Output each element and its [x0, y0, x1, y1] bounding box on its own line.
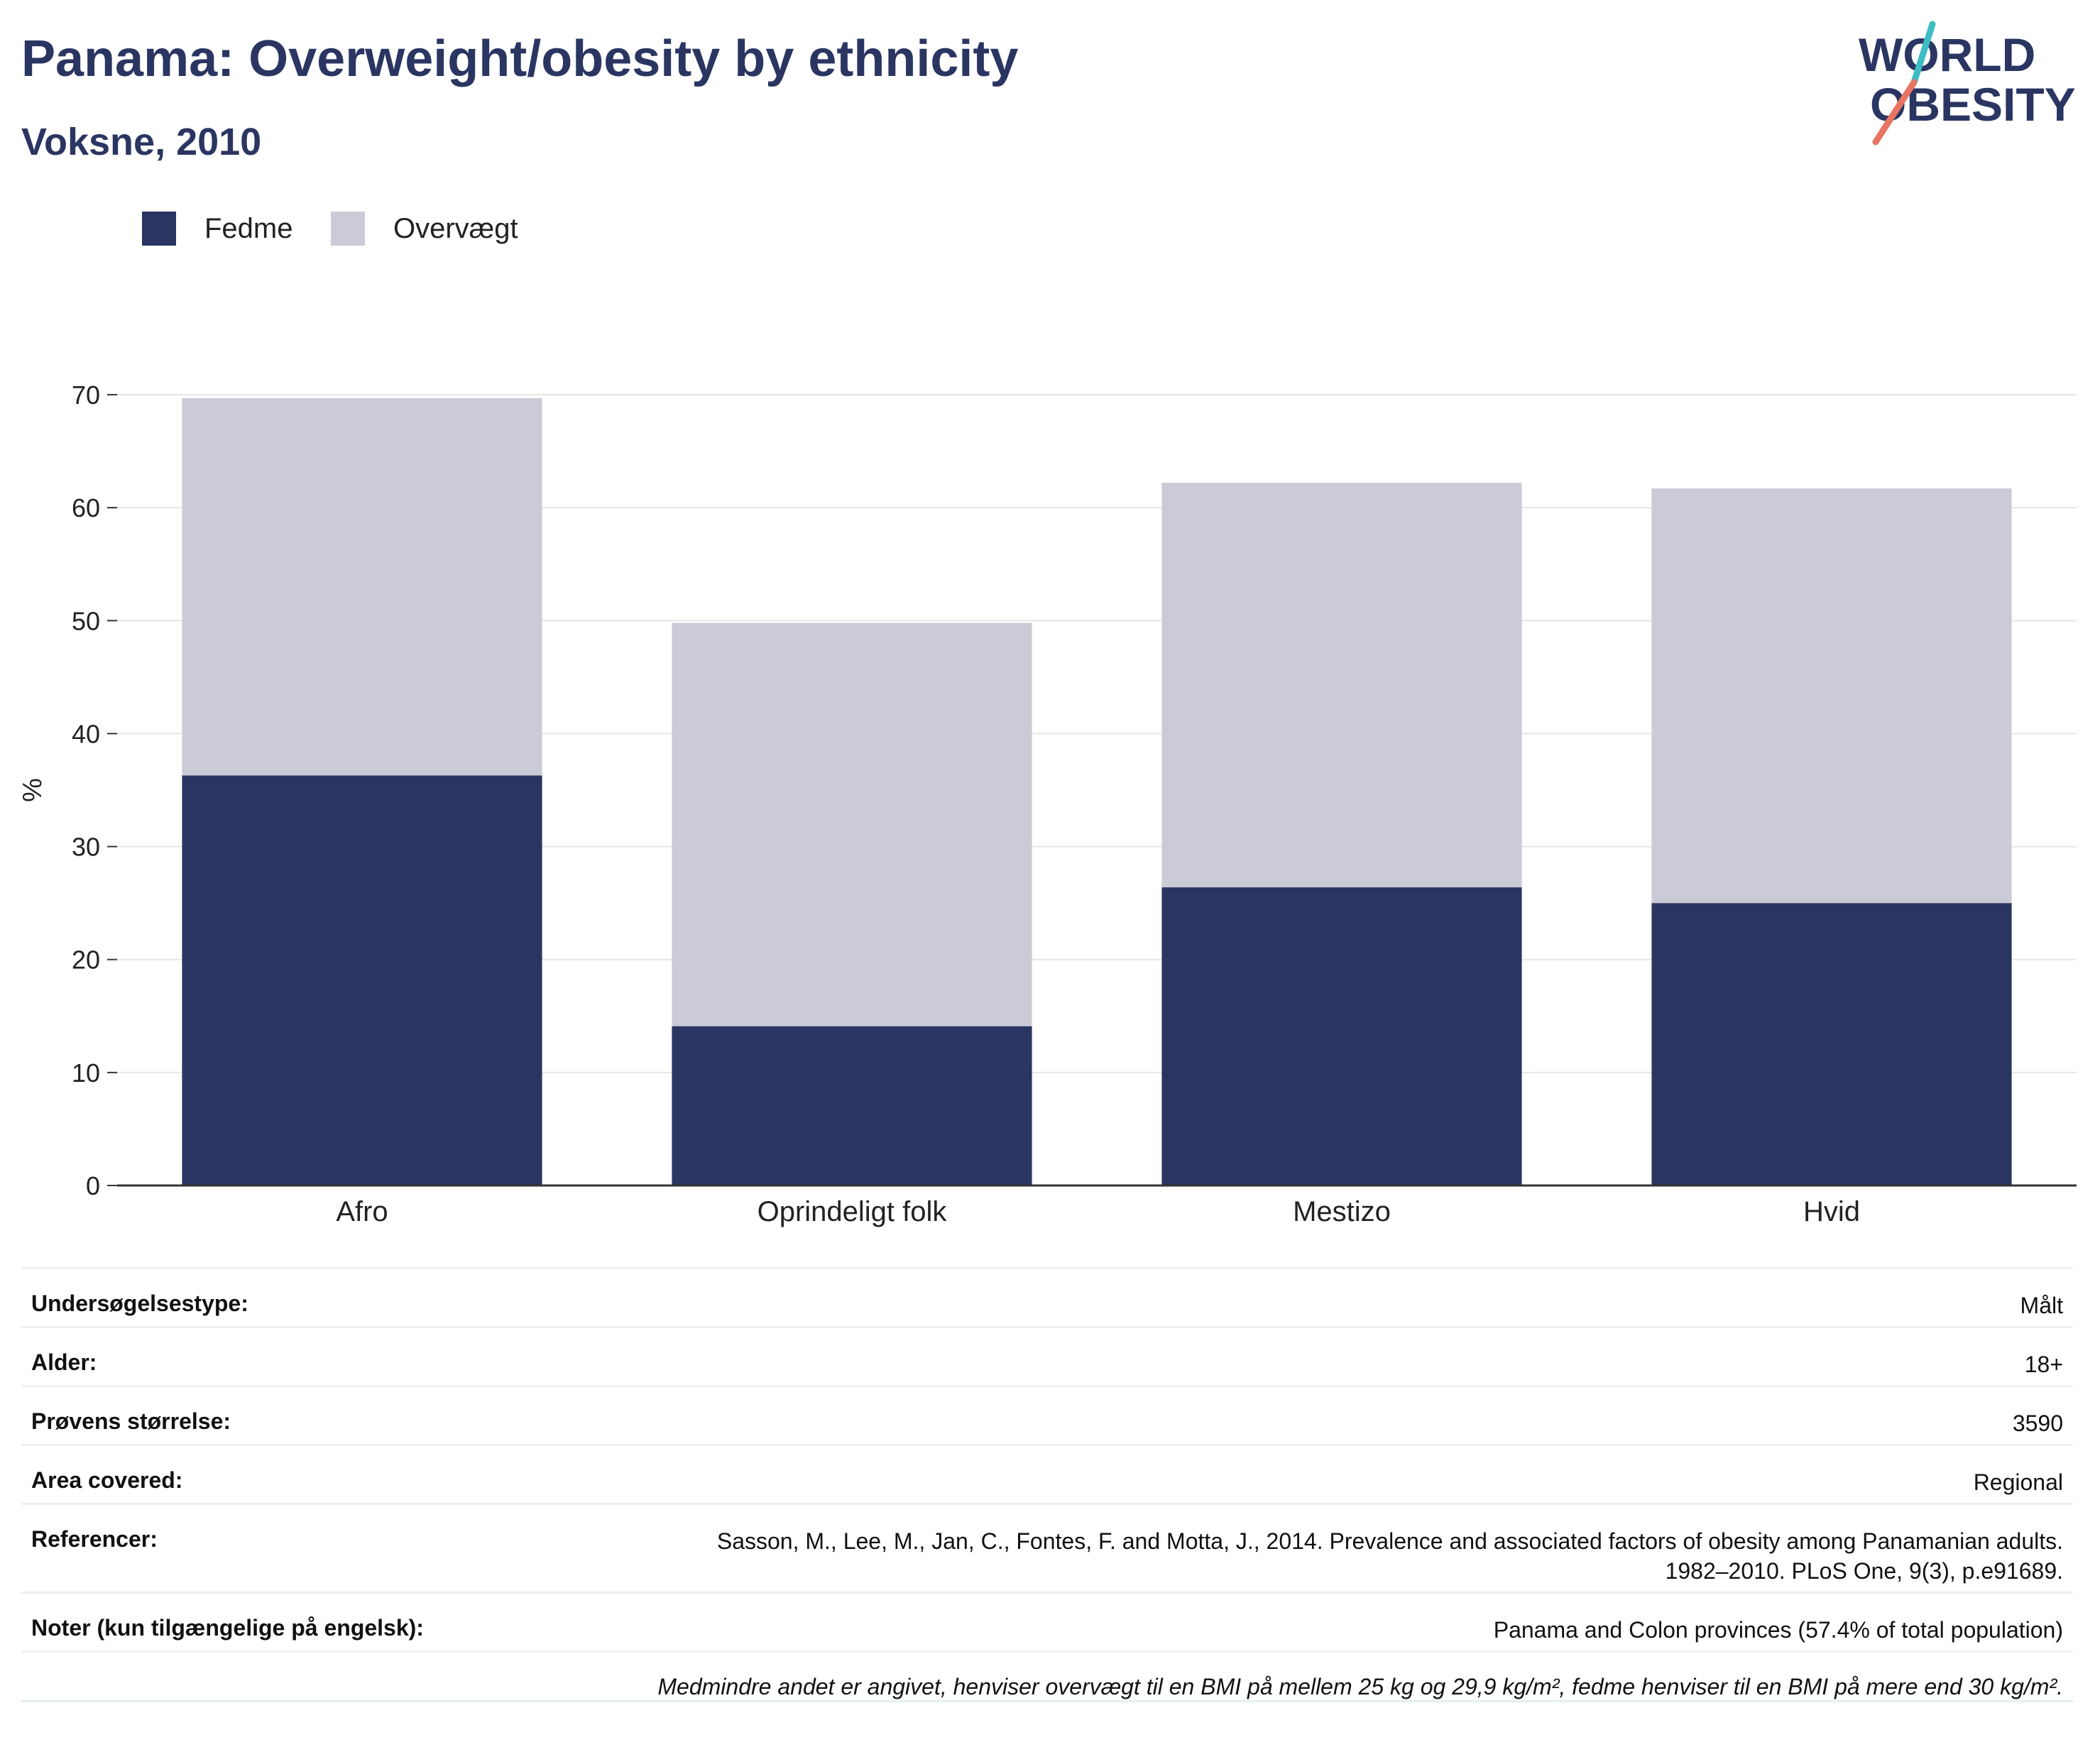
logo-text-world: WORLD — [1859, 28, 2035, 81]
info-key: Area covered: — [31, 1467, 183, 1493]
info-value: Panama and Colon provinces (57.4% of tot… — [1493, 1617, 2063, 1643]
info-row-references: Referencer: Sasson, M., Lee, M., Jan, C.… — [21, 1503, 2073, 1592]
bar-fedme-oprindeligt-folk[interactable] — [672, 1026, 1032, 1185]
info-table: Undersøgelsestype: Målt Alder: 18+ Prøve… — [21, 1267, 2073, 1702]
bar-overvaegt-oprindeligt-folk[interactable] — [672, 623, 1032, 1026]
info-value: 18+ — [2024, 1352, 2063, 1377]
legend-swatch-overvaegt — [331, 212, 365, 246]
info-row-survey-type: Undersøgelsestype: Målt — [21, 1267, 2073, 1326]
y-tick-label: 40 — [72, 719, 100, 748]
world-obesity-logo: WORLD OBESITY — [1859, 21, 2076, 146]
x-tick-label: Hvid — [1803, 1196, 1860, 1227]
info-row-age: Alder: 18+ — [21, 1326, 2073, 1385]
stacked-bar-chart: 0 10 20 30 40 50 60 70% Afro Oprindeligt folk Mest… — [18, 380, 2077, 1227]
legend-label-overvaegt: Overvægt — [393, 213, 518, 244]
y-tick-label: 30 — [72, 833, 100, 862]
y-tick-label: 10 — [72, 1058, 100, 1088]
y-axis-label: % — [18, 778, 48, 802]
info-value: 3590 — [2012, 1411, 2063, 1436]
legend-label-fedme: Fedme — [204, 213, 293, 244]
info-value: Målt — [2020, 1293, 2063, 1318]
info-value: Regional — [1973, 1469, 2063, 1495]
reference-line-2: 1982–2010. PLoS One, 9(3), p.e91689. — [1665, 1558, 2063, 1584]
x-tick-label: Afro — [336, 1196, 388, 1227]
y-tick-label: 60 — [72, 493, 100, 522]
footnote-text: Medmindre andet er angivet, henviser ove… — [657, 1674, 2063, 1699]
x-tick-label: Mestizo — [1293, 1196, 1391, 1227]
info-key: Noter (kun tilgængelige på engelsk): — [31, 1615, 424, 1641]
info-row-notes: Noter (kun tilgængelige på engelsk): Pan… — [21, 1592, 2073, 1650]
chart-subtitle: Voksne, 2010 — [21, 121, 262, 163]
bar-fedme-mestizo[interactable] — [1161, 887, 1522, 1185]
logo-text-obesity: OBESITY — [1870, 78, 2076, 131]
chart-title: Panama: Overweight/obesity by ethnicity — [21, 31, 1019, 87]
info-table-bottom-rule — [21, 1700, 2073, 1702]
reference-line-1: Sasson, M., Lee, M., Jan, C., Fontes, F.… — [716, 1528, 2063, 1554]
legend-swatch-fedme — [142, 212, 176, 246]
logo-slash-teal — [1910, 21, 1936, 86]
y-tick-label: 0 — [86, 1171, 100, 1200]
info-key: Prøvens størrelse: — [31, 1408, 231, 1434]
bar-overvaegt-mestizo[interactable] — [1161, 483, 1522, 887]
info-key: Undersøgelsestype: — [31, 1291, 248, 1316]
logo-slash-coral — [1872, 79, 1918, 146]
bar-overvaegt-hvid[interactable] — [1651, 488, 2012, 904]
y-tick-label: 70 — [72, 380, 100, 410]
bar-fedme-afro[interactable] — [182, 775, 542, 1185]
info-key: Referencer: — [31, 1526, 158, 1552]
bar-overvaegt-afro[interactable] — [182, 398, 542, 776]
info-row-sample-size: Prøvens størrelse: 3590 — [21, 1385, 2073, 1444]
info-value: Sasson, M., Lee, M., Jan, C., Fontes, F.… — [717, 1526, 2063, 1586]
info-key: Alder: — [31, 1349, 97, 1375]
bar-fedme-hvid[interactable] — [1651, 903, 2012, 1185]
info-row-area-covered: Area covered: Regional — [21, 1444, 2073, 1503]
x-tick-label: Oprindeligt folk — [758, 1196, 948, 1227]
y-tick-label: 20 — [72, 946, 100, 975]
y-tick-label: 50 — [72, 606, 100, 635]
info-row-footnote: Medmindre andet er angivet, henviser ove… — [21, 1650, 2073, 1700]
